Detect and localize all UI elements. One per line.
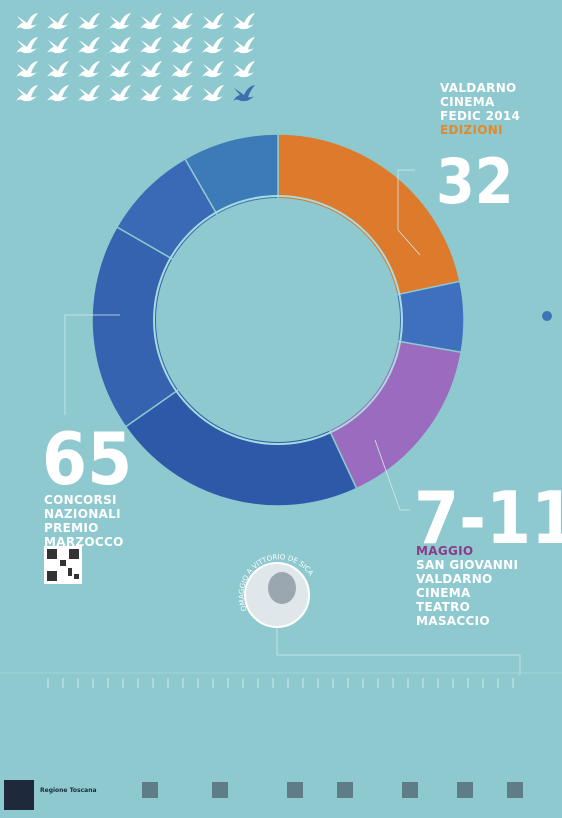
- portrait-face: [268, 572, 296, 604]
- bird: [47, 13, 69, 30]
- partner-logo: [212, 782, 228, 798]
- bird: [16, 61, 38, 78]
- donut-hole: [156, 198, 400, 442]
- partner-logo: [402, 782, 418, 798]
- bird: [140, 61, 162, 78]
- bird: [202, 37, 224, 54]
- contest-number: 65: [42, 417, 132, 501]
- venue-line: VALDARNO: [416, 572, 493, 586]
- bird: [171, 13, 193, 30]
- contest-line: CONCORSI: [44, 493, 117, 507]
- connector: [276, 628, 521, 675]
- partner-logo: [337, 782, 353, 798]
- edition-number: 32: [436, 145, 514, 218]
- bird: [78, 85, 100, 102]
- partner-logo: [287, 782, 303, 798]
- connector: [64, 314, 120, 415]
- edition-line: CINEMA: [440, 95, 495, 109]
- contest-line: MARZOCCO: [44, 535, 124, 549]
- date-month: MAGGIO: [416, 544, 473, 558]
- bird: [109, 61, 131, 78]
- bird: [47, 85, 69, 102]
- sponsor-logo: [4, 780, 34, 810]
- venue-line: TEATRO: [416, 600, 470, 614]
- timeline: [47, 678, 514, 688]
- page-dot: [542, 311, 552, 321]
- bird: [233, 61, 255, 78]
- edition-line: FEDIC 2014: [440, 109, 520, 123]
- partner-logo: [142, 782, 158, 798]
- bird: [109, 85, 131, 102]
- bird: [140, 13, 162, 30]
- bird: [202, 13, 224, 30]
- bird: [109, 13, 131, 30]
- connector: [397, 169, 421, 256]
- donut: [91, 133, 465, 507]
- contest-line: NAZIONALI: [44, 507, 121, 521]
- bird-grid: [16, 13, 255, 102]
- venue-line: CINEMA: [416, 586, 471, 600]
- bird: [78, 13, 100, 30]
- bird: [47, 61, 69, 78]
- connector: [374, 439, 410, 511]
- bird: [16, 13, 38, 30]
- bird: [171, 61, 193, 78]
- bird: [233, 37, 255, 54]
- edition-line: VALDARNO: [440, 81, 517, 95]
- date-range: 7-11: [414, 476, 562, 560]
- bird: [140, 37, 162, 54]
- bird: [78, 61, 100, 78]
- sponsor-name: Regione Toscana: [40, 787, 97, 794]
- partner-logo: [507, 782, 523, 798]
- bird: [140, 85, 162, 102]
- bird: [202, 85, 224, 102]
- logo-row: [142, 782, 523, 798]
- contest-line: PREMIO: [44, 521, 99, 535]
- bird: [233, 13, 255, 30]
- bird: [171, 37, 193, 54]
- bird: [78, 37, 100, 54]
- venue-line: MASACCIO: [416, 614, 490, 628]
- qr-code: [44, 546, 82, 584]
- venue-line: SAN GIOVANNI: [416, 558, 518, 572]
- donut-inner-ring: [153, 195, 403, 445]
- partner-logo: [457, 782, 473, 798]
- edition-label: EDIZIONI: [440, 123, 503, 137]
- bird: [202, 61, 224, 78]
- bird: [16, 85, 38, 102]
- bird: [109, 37, 131, 54]
- bird: [16, 37, 38, 54]
- bird: [233, 85, 255, 102]
- bird: [171, 85, 193, 102]
- bird: [47, 37, 69, 54]
